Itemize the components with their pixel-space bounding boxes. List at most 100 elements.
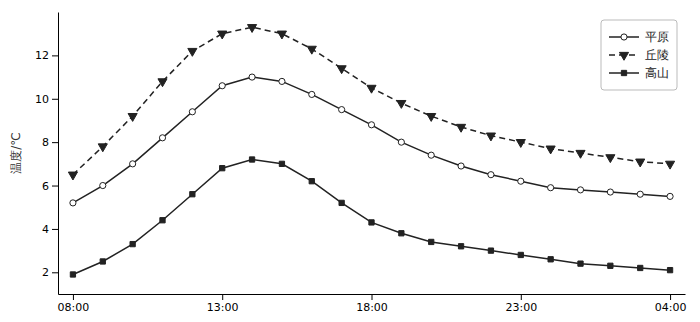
point bbox=[189, 109, 195, 115]
point bbox=[457, 124, 466, 132]
y-tick-mark bbox=[52, 186, 58, 187]
point bbox=[98, 144, 107, 152]
legend: 平原丘陵高山 bbox=[601, 20, 677, 90]
y-tick-mark bbox=[52, 142, 58, 143]
point bbox=[667, 267, 672, 272]
point bbox=[159, 135, 165, 141]
x-tick-mark bbox=[521, 294, 522, 300]
point bbox=[607, 189, 613, 195]
point bbox=[188, 48, 197, 56]
x-tick-mark bbox=[73, 294, 74, 300]
legend-label: 平原 bbox=[645, 30, 669, 44]
y-tick: 4 bbox=[42, 223, 58, 236]
series bbox=[70, 74, 673, 206]
point bbox=[100, 259, 105, 264]
legend-marker bbox=[621, 70, 626, 75]
y-tick: 12 bbox=[35, 49, 58, 62]
x-tick: 13:00 bbox=[207, 294, 239, 314]
point bbox=[220, 166, 225, 171]
point bbox=[666, 161, 675, 169]
y-axis-title: 温度/℃ bbox=[9, 132, 23, 174]
point bbox=[158, 79, 167, 87]
point bbox=[277, 31, 286, 39]
y-axis-line bbox=[58, 13, 59, 295]
point bbox=[70, 272, 75, 277]
point bbox=[606, 155, 615, 163]
point bbox=[190, 192, 195, 197]
chart: 08:00 13:00 18:00 23:00 04:00 2 4 6 8 10 12 平原丘陵高山温… bbox=[0, 0, 700, 322]
x-tick: 18:00 bbox=[356, 294, 388, 314]
y-tick: 6 bbox=[42, 180, 58, 193]
point bbox=[488, 248, 493, 253]
legend-label: 高山 bbox=[645, 66, 669, 80]
x-tick-label: 04:00 bbox=[655, 301, 687, 314]
y-tick-label: 4 bbox=[42, 223, 49, 236]
point bbox=[130, 241, 135, 246]
point bbox=[249, 157, 254, 162]
point bbox=[368, 122, 374, 128]
point bbox=[458, 163, 464, 169]
legend-marker bbox=[619, 52, 628, 60]
point bbox=[398, 139, 404, 145]
y-tick-mark bbox=[52, 272, 58, 273]
point bbox=[399, 231, 404, 236]
point bbox=[68, 172, 77, 180]
point bbox=[608, 263, 613, 268]
series-line bbox=[73, 77, 670, 203]
y-tick: 8 bbox=[42, 136, 58, 149]
y-tick: 2 bbox=[42, 266, 58, 279]
point bbox=[249, 74, 255, 80]
y-tick-label: 12 bbox=[35, 49, 49, 62]
y-tick: 10 bbox=[35, 93, 58, 106]
plot: 08:00 13:00 18:00 23:00 04:00 2 4 6 8 10 12 平原丘陵高山 bbox=[35, 13, 686, 314]
point bbox=[337, 66, 346, 74]
point bbox=[339, 107, 345, 113]
point bbox=[248, 25, 257, 33]
y-axis: 2 4 6 8 10 12 bbox=[35, 13, 59, 295]
point bbox=[339, 200, 344, 205]
x-tick-label: 18:00 bbox=[356, 301, 388, 314]
series bbox=[68, 25, 674, 180]
x-tick: 23:00 bbox=[505, 294, 537, 314]
point bbox=[369, 220, 374, 225]
series-line bbox=[73, 160, 670, 275]
point bbox=[307, 46, 316, 54]
point bbox=[70, 200, 76, 206]
x-tick-label: 23:00 bbox=[505, 301, 537, 314]
point bbox=[458, 244, 463, 249]
point bbox=[638, 265, 643, 270]
point bbox=[516, 140, 525, 148]
point bbox=[128, 113, 137, 121]
y-tick-mark bbox=[52, 99, 58, 100]
point bbox=[548, 257, 553, 262]
point bbox=[130, 161, 136, 167]
legend-marker bbox=[621, 34, 627, 40]
y-tick-mark bbox=[52, 229, 58, 230]
x-tick-mark bbox=[372, 294, 373, 300]
legend-box bbox=[601, 20, 677, 90]
point bbox=[160, 218, 165, 223]
point bbox=[367, 85, 376, 93]
legend-label: 丘陵 bbox=[645, 48, 669, 62]
point bbox=[309, 91, 315, 97]
point bbox=[279, 161, 284, 166]
point bbox=[577, 187, 583, 193]
point bbox=[636, 159, 645, 167]
point bbox=[548, 185, 554, 191]
point bbox=[219, 83, 225, 89]
point bbox=[429, 239, 434, 244]
point bbox=[518, 178, 524, 184]
legend-item: 高山 bbox=[609, 66, 669, 80]
x-tick-mark bbox=[670, 294, 671, 300]
y-tick-label: 8 bbox=[42, 136, 49, 149]
x-axis: 08:00 13:00 18:00 23:00 04:00 bbox=[58, 294, 687, 314]
y-tick-label: 2 bbox=[42, 266, 49, 279]
series-line bbox=[73, 27, 670, 175]
point bbox=[397, 100, 406, 108]
point bbox=[486, 133, 495, 141]
point bbox=[576, 150, 585, 158]
data bbox=[68, 25, 674, 278]
x-tick-label: 08:00 bbox=[58, 301, 90, 314]
y-tick-mark bbox=[52, 55, 58, 56]
x-tick: 08:00 bbox=[58, 294, 90, 314]
